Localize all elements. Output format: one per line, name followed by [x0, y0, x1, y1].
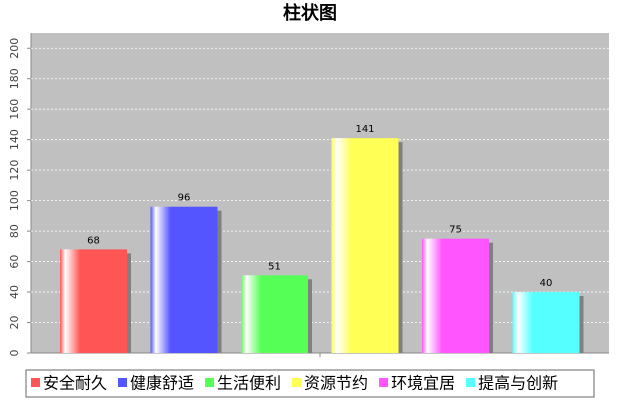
- y-tick-label: 40: [8, 285, 21, 299]
- y-tick-label: 80: [8, 224, 21, 238]
- value-label: 68: [87, 235, 100, 246]
- legend-swatch: [292, 378, 302, 387]
- bar: [512, 292, 580, 353]
- bar: [422, 238, 489, 353]
- value-label: 51: [268, 261, 281, 272]
- legend-label: 提高与创新: [478, 374, 558, 393]
- bar: [241, 275, 308, 353]
- value-label: 40: [540, 278, 553, 289]
- y-tick-label: 20: [8, 316, 21, 330]
- legend-swatch: [118, 378, 128, 387]
- y-tick-label: 160: [8, 99, 21, 120]
- value-label: 141: [355, 124, 374, 135]
- value-label: 75: [449, 225, 462, 236]
- y-tick-label: 200: [8, 38, 21, 59]
- y-tick-label: 180: [8, 68, 21, 89]
- y-tick-label: 140: [8, 129, 21, 150]
- chart-title: 柱状图: [283, 2, 337, 24]
- legend-label: 生活便利: [217, 374, 281, 393]
- legend-label: 资源节约: [304, 374, 368, 393]
- legend-swatch: [379, 378, 389, 387]
- y-tick-label: 60: [8, 255, 21, 269]
- value-label: 96: [178, 193, 191, 204]
- legend-label: 环境宜居: [391, 374, 455, 393]
- y-tick-label: 0: [8, 350, 21, 357]
- legend-swatch: [205, 378, 215, 387]
- y-tick-label: 100: [8, 190, 21, 211]
- bar: [60, 249, 127, 353]
- legend-label: 安全耐久: [43, 374, 107, 393]
- legend-swatch: [466, 378, 476, 387]
- legend-label: 健康舒适: [130, 374, 194, 393]
- bar: [150, 206, 218, 353]
- legend-swatch: [31, 378, 40, 387]
- y-tick-label: 120: [8, 160, 21, 181]
- bar: [331, 138, 399, 353]
